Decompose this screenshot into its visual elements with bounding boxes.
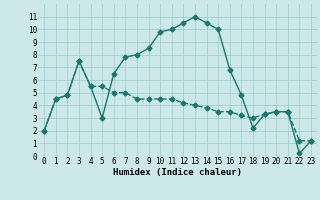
X-axis label: Humidex (Indice chaleur): Humidex (Indice chaleur) — [113, 168, 242, 177]
